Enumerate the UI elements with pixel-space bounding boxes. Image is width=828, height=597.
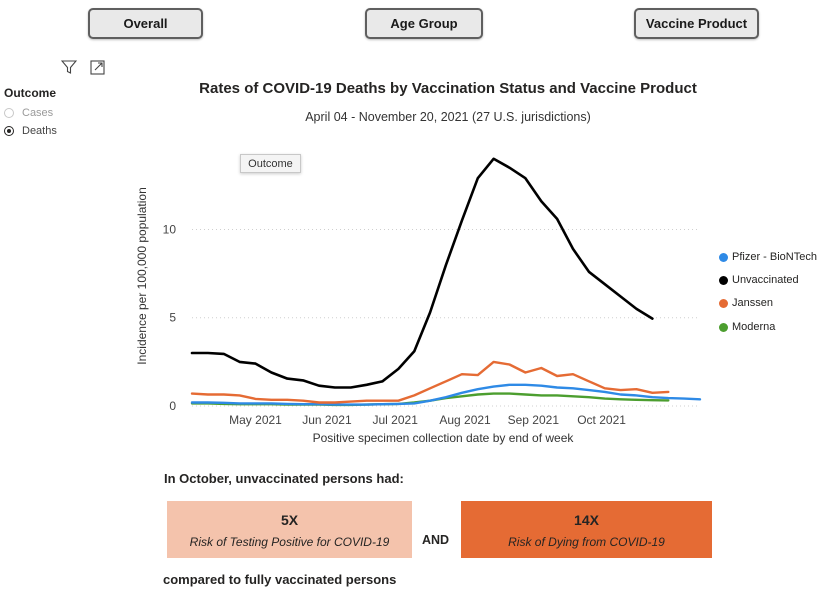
filter-icon[interactable]: [61, 59, 77, 75]
y-tick-label: 0: [169, 399, 176, 413]
risk-positive-value: 5X: [280, 512, 299, 528]
risk-positive-label: Risk of Testing Positive for COVID-19: [189, 535, 390, 549]
risk-dying-label: Risk of Dying from COVID-19: [508, 535, 665, 549]
series-line-unvaccinated: [190, 157, 654, 389]
legend-item-janssen[interactable]: Janssen: [719, 297, 773, 309]
legend-item-unvaccinated[interactable]: Unvaccinated: [719, 274, 799, 286]
legend-label: Unvaccinated: [732, 274, 799, 286]
x-tick-label: Jul 2021: [373, 413, 419, 427]
focus-mode-icon[interactable]: [90, 60, 105, 75]
and-label: AND: [422, 533, 450, 547]
outcome-option-cases[interactable]: Cases: [4, 107, 53, 119]
legend-label: Moderna: [732, 321, 776, 333]
tab-overall[interactable]: Overall: [88, 8, 203, 39]
y-tick-label: 10: [163, 222, 177, 236]
legend-dot-icon: [719, 298, 728, 308]
legend-dot-icon: [719, 275, 728, 285]
risk-positive-card: 5X Risk of Testing Positive for COVID-19: [167, 501, 412, 558]
outcome-option-deaths[interactable]: Deaths: [4, 125, 57, 137]
comparison-footer: compared to fully vaccinated persons: [163, 572, 397, 587]
y-axis-title: Incidence per 100,000 population: [135, 187, 149, 364]
x-tick-label: Jun 2021: [302, 413, 352, 427]
legend-label: Janssen: [732, 297, 773, 309]
outcome-tooltip: Outcome: [240, 154, 301, 173]
legend-item-moderna[interactable]: Moderna: [719, 321, 775, 333]
outcome-filter-title: Outcome: [4, 86, 57, 100]
y-tick-label: 5: [169, 311, 176, 325]
chart-title: Rates of COVID-19 Deaths by Vaccination …: [199, 80, 697, 97]
series-line-pfizer: [190, 383, 702, 406]
line-chart: 0 5 10 May 2021 Jun 2021 Jul 2021 Aug 2021 Sep …: [135, 157, 702, 445]
legend-label: Pfizer - BioNTech: [732, 251, 817, 263]
risk-dying-value: 14X: [574, 512, 599, 528]
tab-age-group[interactable]: Age Group: [365, 8, 483, 39]
option-label: Cases: [22, 107, 54, 119]
legend-dot-icon: [719, 252, 728, 262]
series-line-janssen: [190, 360, 670, 404]
legend-dot-icon: [719, 322, 728, 332]
x-axis-title: Positive specimen collection date by end…: [313, 431, 575, 445]
radio-cases[interactable]: [4, 108, 14, 118]
radio-deaths[interactable]: [4, 126, 14, 136]
option-label: Deaths: [22, 125, 57, 137]
x-tick-label: Oct 2021: [577, 413, 626, 427]
legend-item-pfizer[interactable]: Pfizer - BioNTech: [719, 251, 817, 263]
x-tick-label: Sep 2021: [508, 413, 560, 427]
x-tick-label: Aug 2021: [439, 413, 491, 427]
comparison-heading: In October, unvaccinated persons had:: [164, 471, 404, 486]
risk-dying-card: 14X Risk of Dying from COVID-19: [461, 501, 712, 558]
tab-vaccine-product[interactable]: Vaccine Product: [634, 8, 759, 39]
x-tick-label: May 2021: [229, 413, 282, 427]
chart-subtitle: April 04 - November 20, 2021 (27 U.S. ju…: [305, 110, 591, 124]
